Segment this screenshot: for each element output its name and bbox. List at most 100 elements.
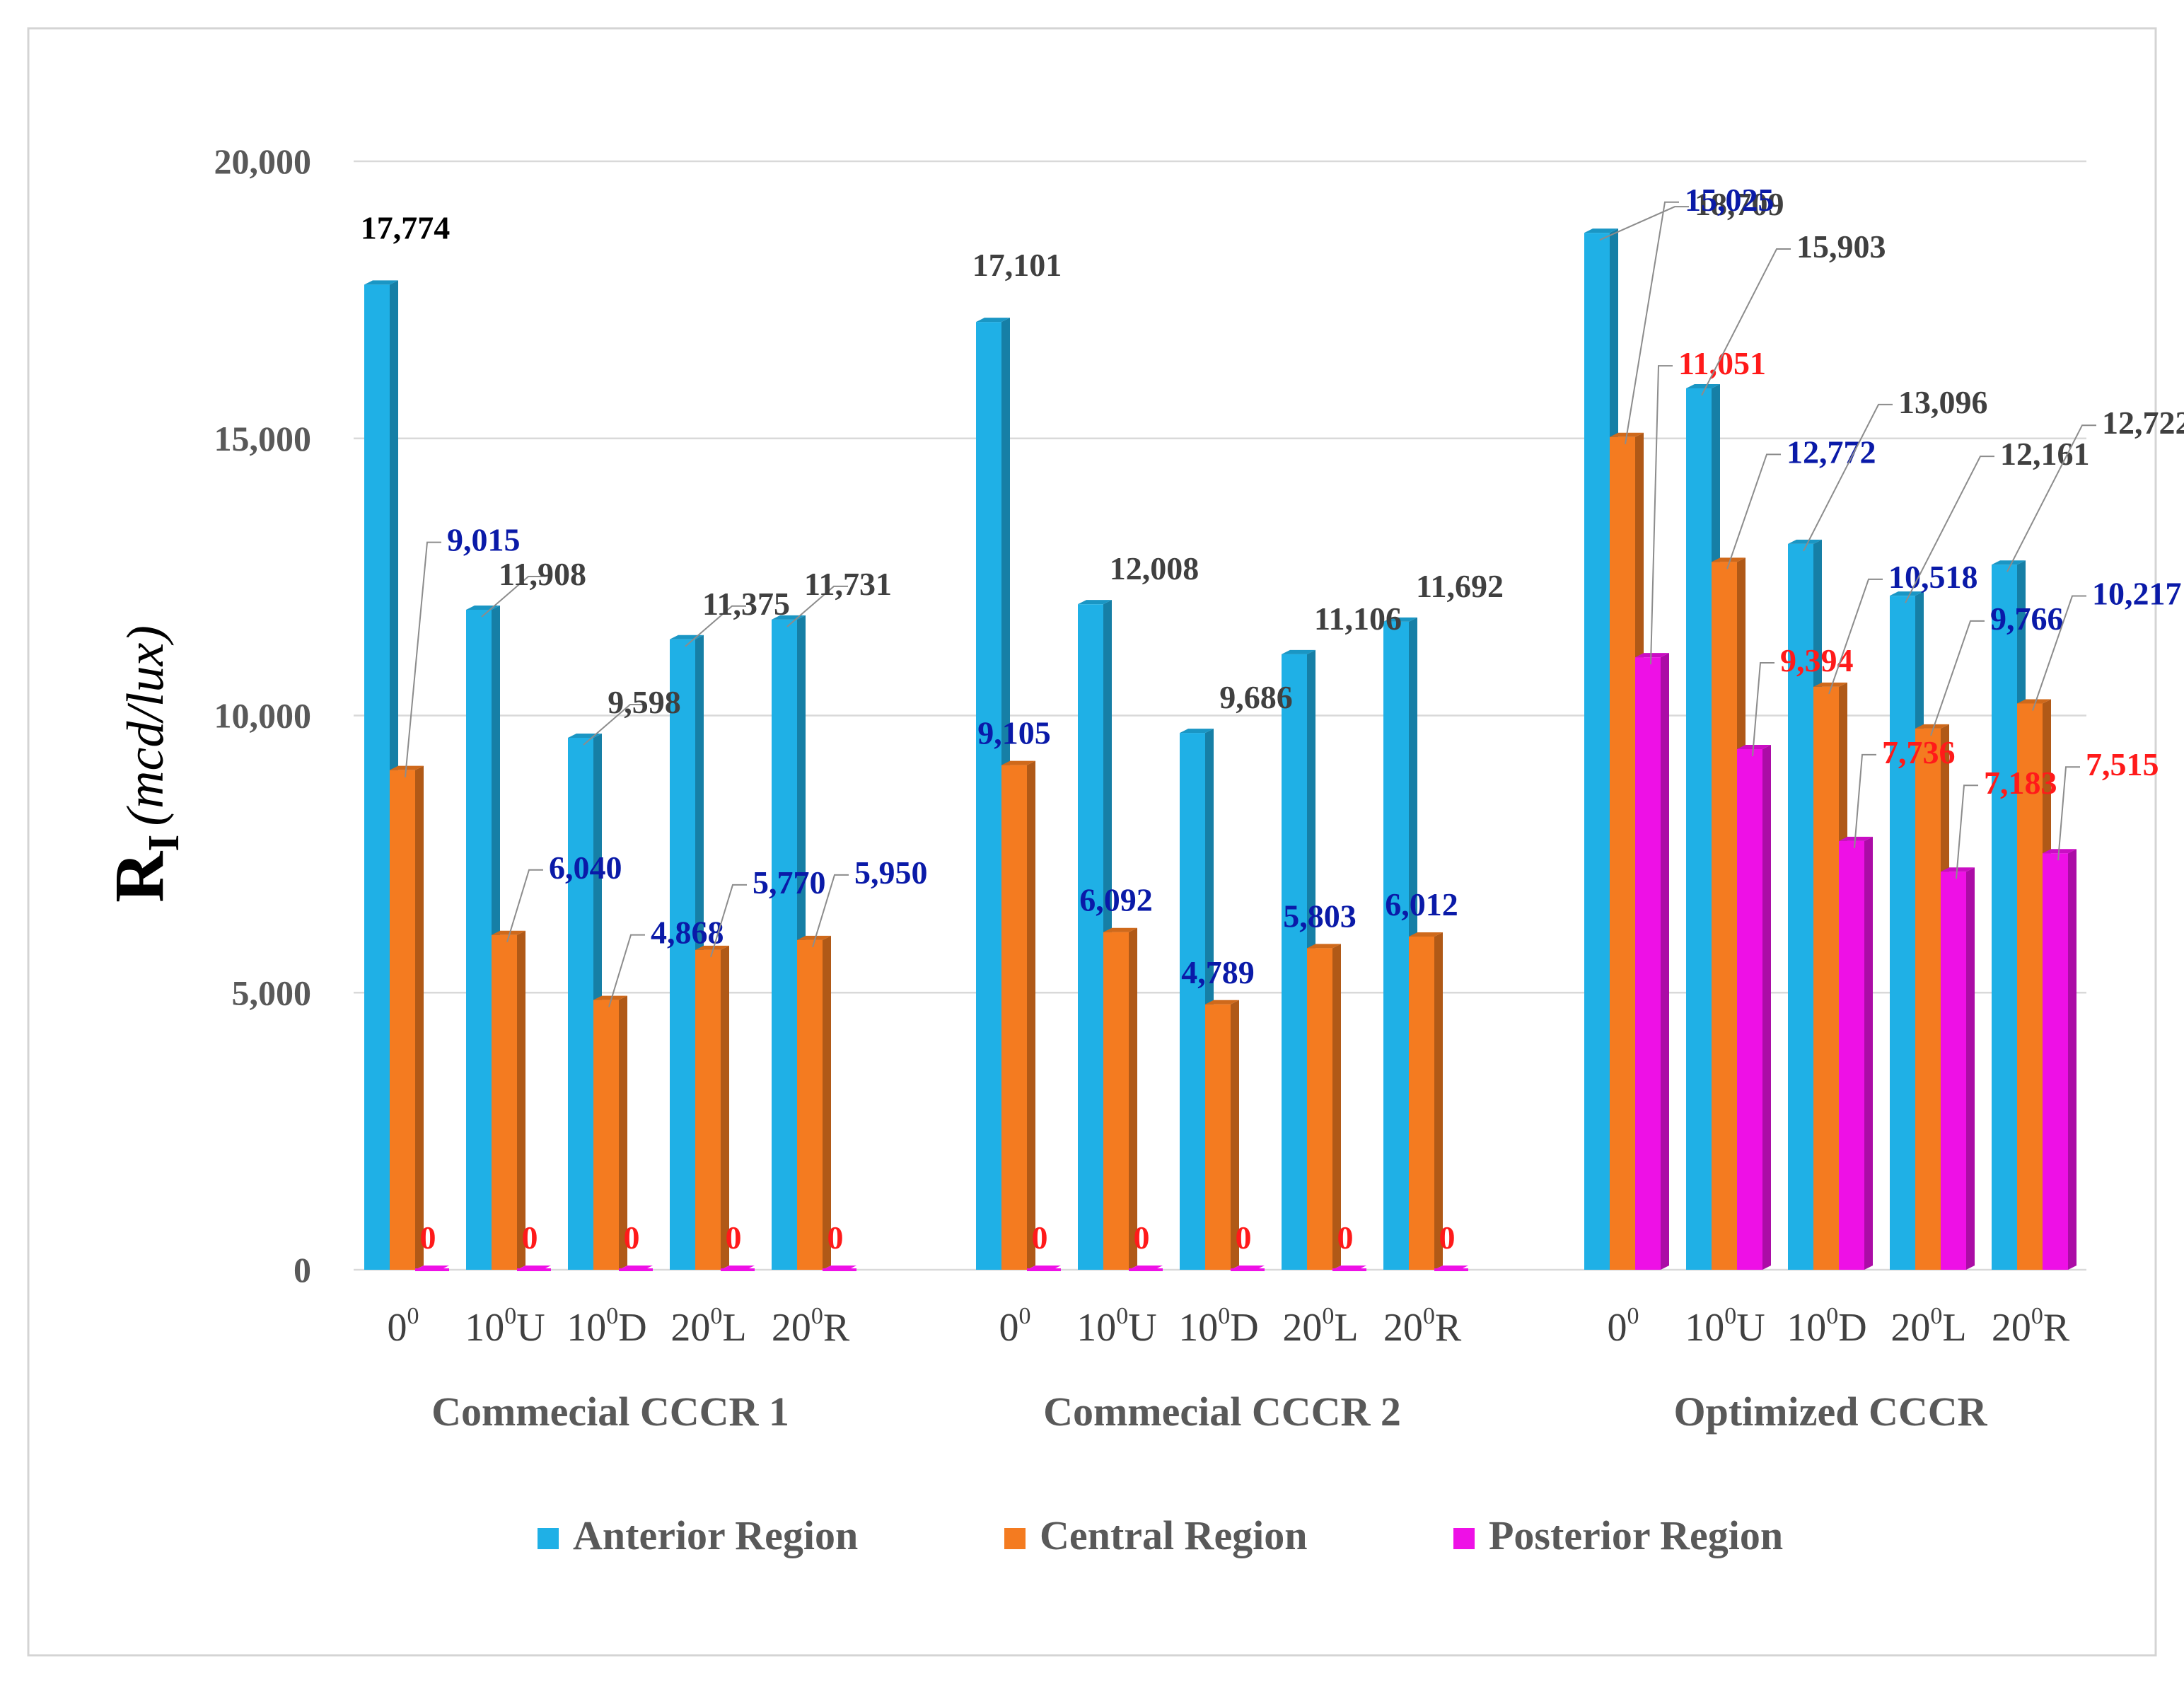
y-axis-title: RI(mcd/lux) [100, 625, 188, 903]
y-axis-label: RI(mcd/lux) [100, 625, 188, 903]
data-label-anterior: 11,908 [499, 556, 586, 592]
category-label: 00 [999, 1303, 1031, 1350]
data-label-anterior: 18,709 [1695, 186, 1784, 222]
y-tick-label: 20,000 [214, 141, 312, 181]
leader-line [1599, 206, 1689, 241]
data-label-anterior: 9,598 [608, 684, 681, 720]
data-label-central: 6,040 [549, 850, 622, 886]
bar-0-anterior-2 [568, 733, 602, 1270]
bar-1-central-4 [1409, 932, 1443, 1270]
data-label-central: 4,789 [1181, 954, 1255, 990]
data-label-posterior: 0 [827, 1220, 844, 1256]
bar-2-posterior-1 [1737, 744, 1771, 1270]
y-tick-label: 15,000 [214, 419, 312, 458]
bar-0-central-2 [593, 995, 627, 1270]
category-label: 200R [1383, 1303, 1462, 1350]
data-label-central: 5,950 [854, 855, 928, 891]
leader-line [405, 541, 441, 777]
leader-line [608, 934, 645, 1007]
data-label-central: 5,770 [753, 864, 826, 901]
bar-1-central-1 [1103, 927, 1137, 1270]
category-label: 200R [1992, 1303, 2070, 1350]
data-label-posterior: 0 [1337, 1220, 1354, 1256]
data-label-posterior: 0 [1236, 1220, 1252, 1256]
legend-swatch [538, 1528, 559, 1549]
leader-line [1905, 456, 1994, 603]
leader-line [1956, 784, 1978, 879]
bar-1-posterior-0 [1027, 1266, 1061, 1271]
data-label-posterior: 9,394 [1780, 642, 1854, 678]
bar-0-central-3 [695, 945, 729, 1270]
bar-2-posterior-3 [1941, 867, 1975, 1270]
bar-1-central-2 [1205, 1000, 1239, 1270]
bar-0-posterior-1 [517, 1266, 551, 1271]
leader-line [481, 576, 542, 618]
data-label-anterior: 12,722 [2102, 405, 2184, 441]
bars [364, 228, 2076, 1271]
leader-line [1828, 578, 1883, 695]
bar-1-central-0 [1001, 760, 1035, 1270]
data-label-central: 9,015 [447, 522, 521, 558]
leader-line [786, 585, 848, 627]
legend: Anterior Region Central Region Posterior R… [538, 1512, 1783, 1558]
leader-line [1803, 403, 1893, 552]
category-label: 100D [567, 1303, 646, 1350]
group-labels: Commecial CCCR 1 Commecial CCCR 2 Optimize… [431, 1389, 1988, 1435]
data-label-anterior: 17,774 [361, 209, 451, 245]
data-label-central: 10,518 [1888, 559, 1978, 595]
data-label-anterior: 11,731 [804, 566, 892, 602]
bar-1-posterior-4 [1434, 1266, 1468, 1271]
data-label-anterior: 9,686 [1219, 679, 1293, 715]
leader-line [1726, 453, 1781, 569]
bar-0-central-1 [492, 930, 525, 1270]
data-label-central: 12,772 [1787, 434, 1876, 470]
category-label: 100D [1178, 1303, 1258, 1350]
leader-line [710, 884, 747, 958]
data-label-central: 6,092 [1079, 882, 1153, 918]
legend-item-anterior: Anterior Region [538, 1512, 858, 1558]
group-label: Commecial CCCR 2 [1043, 1389, 1401, 1435]
data-label-posterior: 0 [1032, 1220, 1048, 1256]
bar-2-posterior-2 [1839, 836, 1873, 1270]
category-label: 00 [388, 1303, 419, 1350]
data-label-posterior: 7,736 [1882, 734, 1956, 770]
data-labels: 17,774 9,015 0 11,908 6,040 0 9,598 4,868 0 11,37… [361, 182, 2184, 1256]
category-label: 200R [772, 1303, 850, 1350]
group-label: Optimized CCCR [1673, 1389, 1987, 1435]
bar-0-posterior-3 [721, 1266, 755, 1271]
leader-line [1854, 753, 1876, 848]
y-tick-label: 5,000 [232, 973, 312, 1012]
category-label: 200L [1282, 1303, 1358, 1350]
legend-swatch [1453, 1528, 1475, 1549]
bar-1-posterior-2 [1231, 1266, 1265, 1271]
category-labels: 00 100U 100D 200L 200R 00 100U 100D 200L 200R 00 10… [388, 1303, 2070, 1350]
data-label-anterior: 13,096 [1898, 384, 1988, 420]
y-tick-label: 10,000 [214, 696, 312, 736]
bar-1-posterior-3 [1332, 1266, 1366, 1271]
data-label-central: 5,803 [1283, 898, 1357, 934]
leader-line [2057, 766, 2080, 861]
data-label-posterior: 7,515 [2086, 746, 2159, 782]
data-label-anterior: 17,101 [972, 247, 1062, 283]
data-label-anterior: 11,375 [702, 586, 790, 622]
leader-line [506, 869, 543, 943]
legend-label: Central Region [1040, 1512, 1308, 1558]
data-label-posterior: 11,051 [1678, 345, 1766, 381]
data-label-central: 6,012 [1385, 886, 1458, 922]
data-label-posterior: 0 [522, 1220, 538, 1256]
category-label: 100U [1076, 1303, 1156, 1350]
category-label: 200L [1890, 1303, 1966, 1350]
data-label-central: 15,025 [1685, 182, 1774, 218]
bar-0-central-0 [390, 765, 424, 1270]
bar-2-posterior-0 [1635, 653, 1669, 1270]
leader-line [685, 605, 746, 647]
category-label: 100U [1685, 1303, 1765, 1350]
data-label-central: 4,868 [651, 915, 724, 951]
legend-item-posterior: Posterior Region [1453, 1512, 1783, 1558]
data-label-posterior: 0 [420, 1220, 436, 1256]
legend-swatch [1004, 1528, 1026, 1549]
data-label-posterior: 0 [624, 1220, 640, 1256]
data-label-anterior: 15,903 [1796, 228, 1886, 265]
leader-line [1752, 661, 1774, 757]
legend-label: Posterior Region [1489, 1512, 1783, 1558]
